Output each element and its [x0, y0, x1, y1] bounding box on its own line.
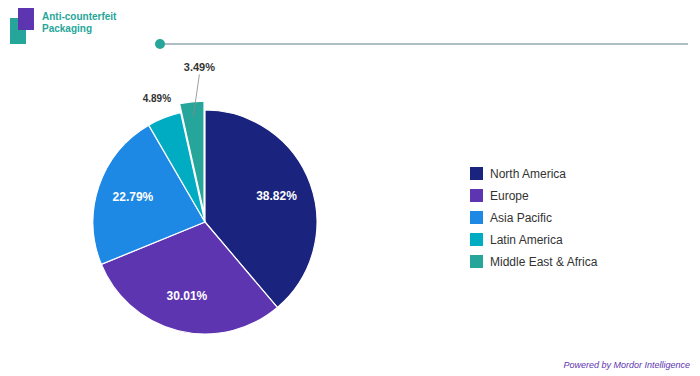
data-label: 22.79%	[113, 190, 154, 204]
logo-block	[18, 8, 34, 30]
legend-swatch	[470, 233, 483, 246]
legend-label: Asia Pacific	[490, 211, 552, 225]
legend: North America Europe Asia Pacific Latin Ame…	[470, 167, 598, 269]
watermark: Powered by Mordor Intelligence	[563, 360, 690, 370]
data-label: 4.89%	[143, 93, 171, 104]
leader-line	[193, 74, 199, 116]
logo-text-line: Packaging	[42, 23, 92, 34]
data-label: 38.82%	[256, 189, 297, 203]
legend-item: Latin America	[470, 233, 563, 247]
legend-label: Europe	[490, 189, 529, 203]
legend-label: Middle East & Africa	[490, 255, 598, 269]
data-label: 30.01%	[167, 289, 208, 303]
header: Anti-counterfeitPackaging	[10, 8, 688, 49]
legend-swatch	[470, 211, 483, 224]
legend-label: North America	[490, 167, 566, 181]
data-labels: 38.82% 30.01% 22.79% 4.89% 3.49%	[113, 61, 298, 303]
legend-item: Europe	[470, 189, 529, 203]
logo-text: Anti-counterfeitPackaging	[42, 11, 117, 34]
legend-label: Latin America	[490, 233, 563, 247]
legend-item: Middle East & Africa	[470, 255, 598, 269]
header-line	[160, 44, 688, 45]
legend-item: Asia Pacific	[470, 211, 552, 225]
legend-swatch	[470, 255, 483, 268]
data-label: 3.49%	[184, 61, 215, 73]
legend-swatch	[470, 167, 483, 180]
pie-slice	[180, 101, 204, 213]
legend-item: North America	[470, 167, 566, 181]
pie	[93, 101, 317, 334]
logo-text-line: Anti-counterfeit	[42, 11, 117, 22]
header-dot	[155, 39, 165, 49]
legend-swatch	[470, 189, 483, 202]
chart: Anti-counterfeitPackaging Powered by Mord…	[0, 0, 700, 376]
